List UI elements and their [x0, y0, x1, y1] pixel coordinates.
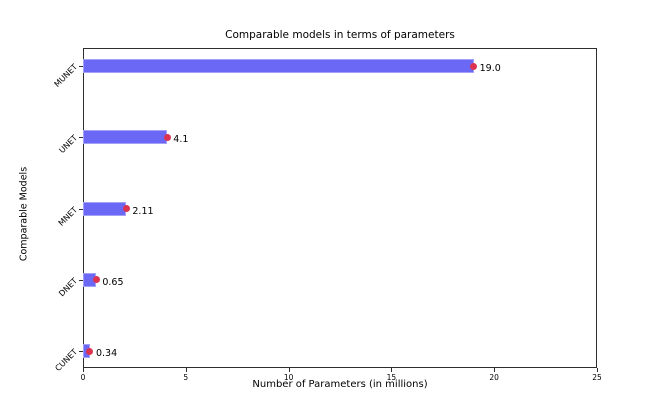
y-tick-label-dnet: DNET — [57, 276, 80, 299]
error-marker-unet — [163, 133, 171, 141]
y-tick — [79, 137, 83, 139]
bar-value-label: 2.11 — [132, 205, 154, 217]
bar-value-label: 19.0 — [479, 63, 501, 74]
bar-value-label: 0.34 — [95, 348, 118, 359]
x-tick-label: 5 — [183, 373, 189, 382]
chart-title: Comparable models in terms of parameters — [225, 29, 455, 41]
bar-munet — [83, 59, 474, 73]
plot-area — [83, 48, 597, 368]
bar-mnet — [83, 201, 127, 216]
x-tick-label: 10 — [283, 373, 294, 382]
y-tick-label-mnet: MNET — [56, 204, 80, 228]
x-tick-label: 20 — [489, 373, 499, 382]
x-tick-label: 15 — [386, 373, 397, 382]
x-tick — [185, 368, 187, 372]
bar-unet — [83, 130, 168, 145]
error-marker-dnet — [92, 276, 100, 284]
x-tick — [597, 368, 598, 372]
x-tick — [391, 368, 393, 372]
error-marker-mnet — [122, 205, 130, 212]
y-tick — [79, 351, 83, 352]
y-tick — [79, 208, 83, 210]
x-tick — [494, 368, 496, 372]
y-tick-label-munet: MUNET — [52, 62, 80, 89]
x-tick-label: 25 — [592, 373, 602, 382]
x-tick — [288, 368, 290, 372]
x-tick-label: 0 — [80, 373, 86, 382]
bar-value-label: 0.65 — [102, 276, 124, 288]
x-tick — [83, 368, 84, 372]
error-marker-munet — [470, 62, 478, 70]
y-tick — [79, 279, 83, 281]
y-tick-label-unet: UNET — [57, 133, 80, 156]
x-axis-label: Number of Parameters (in millions) — [252, 379, 428, 390]
error-marker-cunet — [86, 347, 94, 355]
y-tick — [79, 66, 83, 67]
bar-value-label: 4.1 — [173, 134, 189, 146]
